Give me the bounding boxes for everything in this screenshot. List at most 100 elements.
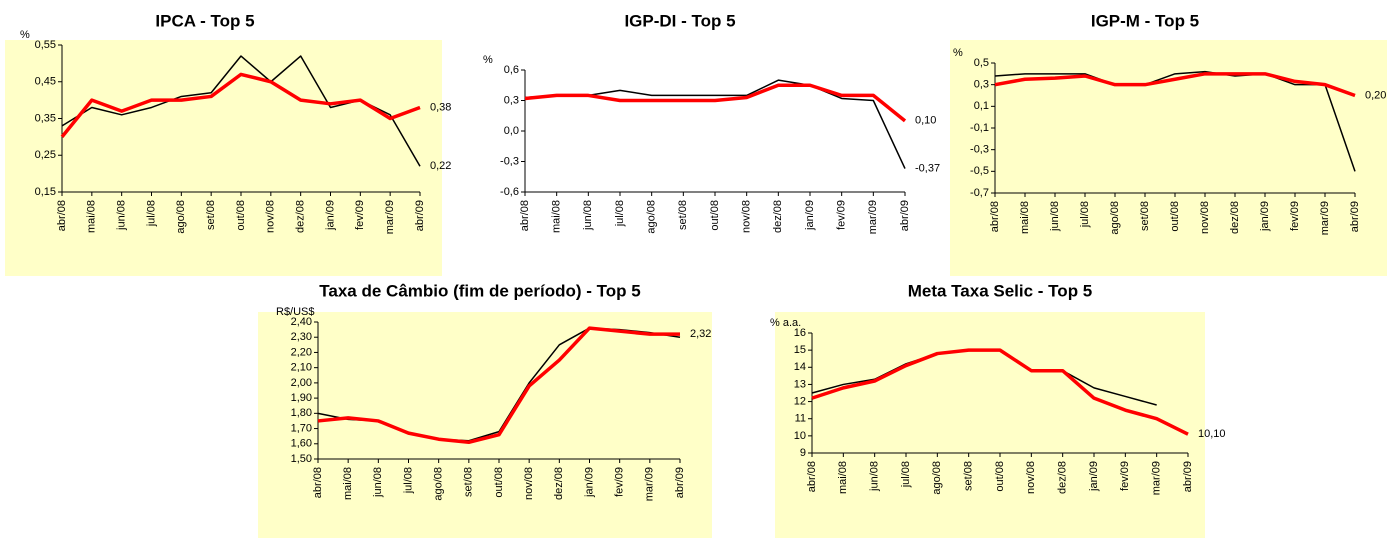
x-tick-label: jun/08 xyxy=(869,461,881,492)
chart-title: Meta Taxa Selic - Top 5 xyxy=(908,281,1093,300)
x-tick-label: nov/08 xyxy=(523,467,535,500)
y-tick-label: 2,30 xyxy=(291,331,312,343)
x-tick-label: dez/08 xyxy=(295,200,307,233)
x-tick-label: dez/08 xyxy=(772,200,784,233)
x-tick-label: set/08 xyxy=(463,467,475,497)
y-tick-label: 2,10 xyxy=(291,362,312,374)
x-tick-label: jul/08 xyxy=(614,200,626,227)
x-tick-label: set/08 xyxy=(205,200,217,230)
x-tick-label: fev/09 xyxy=(1119,461,1131,491)
y-tick-label: 1,80 xyxy=(291,407,312,419)
x-tick-label: abr/08 xyxy=(806,461,818,492)
y-tick-label: 9 xyxy=(800,447,806,459)
y-tick-label: 0,5 xyxy=(974,57,989,69)
x-tick-label: jan/09 xyxy=(804,200,816,231)
x-tick-label: abr/08 xyxy=(519,200,531,231)
chart-title: IGP-DI - Top 5 xyxy=(624,11,735,30)
x-tick-label: dez/08 xyxy=(553,467,565,500)
x-tick-label: abr/09 xyxy=(1182,461,1194,492)
y-axis-label: % a.a. xyxy=(770,317,801,329)
x-tick-label: jul/08 xyxy=(1079,201,1091,228)
y-tick-label: 2,40 xyxy=(291,316,312,328)
x-tick-label: fev/09 xyxy=(354,200,366,230)
x-tick-label: out/08 xyxy=(709,200,721,231)
y-tick-label: -0,3 xyxy=(970,144,989,156)
y-axis-label: % xyxy=(20,29,30,41)
x-tick-label: jan/09 xyxy=(583,467,595,498)
x-tick-label: jul/08 xyxy=(900,461,912,488)
y-tick-label: 11 xyxy=(795,413,806,425)
value-label: 0,22 xyxy=(430,160,451,172)
x-tick-label: out/08 xyxy=(235,200,247,231)
x-tick-label: fev/09 xyxy=(1289,201,1301,231)
line-series xyxy=(317,326,680,445)
x-tick-label: abr/09 xyxy=(1349,201,1361,232)
line-series xyxy=(811,348,1189,436)
y-axis-label: R$/US$ xyxy=(276,306,315,318)
value-label: -0,37 xyxy=(915,163,940,175)
y-tick-label: 2,00 xyxy=(291,377,312,389)
value-label: 2,32 xyxy=(690,328,711,340)
value-label: 10,10 xyxy=(1198,428,1226,440)
x-tick-label: out/08 xyxy=(994,461,1006,492)
y-tick-label: 16 xyxy=(794,327,806,339)
y-tick-label: -0,6 xyxy=(500,186,519,198)
chart-background xyxy=(775,312,1205,538)
value-label: 0,38 xyxy=(430,101,451,113)
x-tick-label: jan/09 xyxy=(1088,461,1100,492)
x-tick-label: out/08 xyxy=(493,467,505,498)
line-series xyxy=(994,70,1356,172)
x-tick-label: set/08 xyxy=(963,461,975,491)
y-tick-label: 0,6 xyxy=(504,64,519,76)
x-tick-label: jun/08 xyxy=(116,200,128,231)
x-tick-label: fev/09 xyxy=(614,467,626,497)
y-tick-label: 1,90 xyxy=(291,392,312,404)
y-tick-label: 13 xyxy=(794,378,806,390)
y-tick-label: 0,3 xyxy=(504,94,519,106)
chart-title: Taxa de Câmbio (fim de período) - Top 5 xyxy=(319,281,640,300)
x-tick-label: nov/08 xyxy=(265,200,277,233)
y-tick-label: -0,7 xyxy=(970,187,989,199)
x-tick-label: ago/08 xyxy=(1109,201,1121,235)
x-tick-label: abr/08 xyxy=(989,201,1001,232)
chart-title: IGP-M - Top 5 xyxy=(1091,11,1199,30)
y-tick-label: 0,3 xyxy=(974,79,989,91)
x-tick-label: mai/08 xyxy=(837,461,849,494)
y-tick-label: 0,0 xyxy=(504,125,519,137)
line-series xyxy=(60,72,421,138)
y-tick-label: 0,15 xyxy=(35,186,56,198)
x-tick-label: ago/08 xyxy=(433,467,445,501)
x-tick-label: dez/08 xyxy=(1229,201,1241,234)
x-tick-label: fev/09 xyxy=(836,200,848,230)
x-tick-label: nov/08 xyxy=(741,200,753,233)
y-tick-label: 10 xyxy=(794,430,806,442)
y-tick-label: 0,55 xyxy=(35,39,56,51)
y-tick-label: 1,50 xyxy=(291,453,312,465)
y-tick-label: -0,5 xyxy=(970,165,989,177)
x-tick-label: mar/09 xyxy=(384,200,396,234)
y-tick-label: 0,35 xyxy=(35,112,56,124)
line-series xyxy=(524,83,907,123)
x-tick-label: mai/08 xyxy=(342,467,354,500)
line-series xyxy=(994,72,1356,98)
y-tick-label: 0,45 xyxy=(35,76,56,88)
x-tick-label: ago/08 xyxy=(646,200,658,234)
x-tick-label: dez/08 xyxy=(1057,461,1069,494)
y-tick-label: 15 xyxy=(794,344,806,356)
x-tick-label: mar/09 xyxy=(1151,461,1163,495)
value-label: 0,10 xyxy=(915,115,936,127)
y-axis-label: % xyxy=(953,47,963,59)
x-tick-label: abr/08 xyxy=(56,200,68,231)
y-tick-label: 0,25 xyxy=(35,149,56,161)
y-tick-label: 0,1 xyxy=(974,100,989,112)
x-tick-label: mai/08 xyxy=(551,200,563,233)
y-axis-label: % xyxy=(483,54,493,66)
x-tick-label: mai/08 xyxy=(1019,201,1031,234)
x-tick-label: jan/09 xyxy=(1259,201,1271,232)
value-label: 0,20 xyxy=(1365,89,1386,101)
chart-title: IPCA - Top 5 xyxy=(155,11,254,30)
x-tick-label: ago/08 xyxy=(175,200,187,234)
y-tick-label: 1,70 xyxy=(291,422,312,434)
x-tick-label: abr/08 xyxy=(312,467,324,498)
